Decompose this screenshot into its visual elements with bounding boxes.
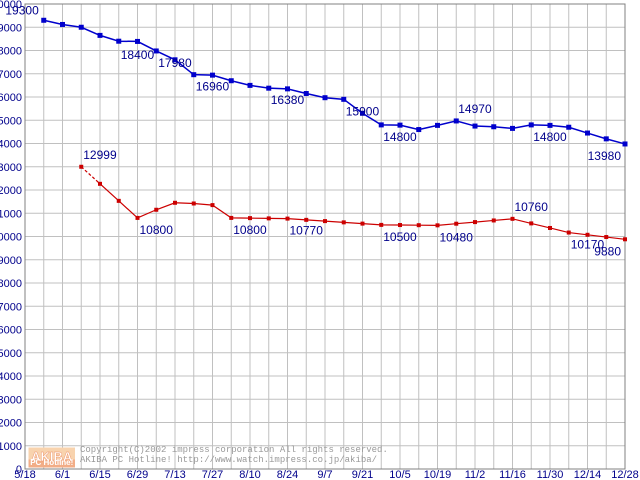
svg-text:10760: 10760 <box>515 200 549 214</box>
svg-text:9880: 9880 <box>594 244 621 258</box>
svg-text:19000: 19000 <box>0 22 22 34</box>
svg-text:6/1: 6/1 <box>55 469 70 480</box>
svg-text:12/28: 12/28 <box>611 469 639 480</box>
svg-text:9/7: 9/7 <box>317 469 332 480</box>
svg-text:8/24: 8/24 <box>277 469 298 480</box>
svg-text:Copyright(C)2002 impress corpo: Copyright(C)2002 impress corporation All… <box>80 445 388 455</box>
svg-text:18000: 18000 <box>0 46 22 58</box>
svg-text:14800: 14800 <box>533 130 567 144</box>
svg-text:PC Hotline!: PC Hotline! <box>30 458 73 467</box>
svg-text:14800: 14800 <box>383 130 417 144</box>
svg-text:1000: 1000 <box>0 441 22 453</box>
svg-text:7000: 7000 <box>0 301 22 313</box>
svg-text:5000: 5000 <box>0 348 22 360</box>
svg-text:9/21: 9/21 <box>352 469 373 480</box>
svg-text:10/5: 10/5 <box>389 469 410 480</box>
svg-text:9000: 9000 <box>0 255 22 267</box>
svg-text:6/29: 6/29 <box>127 469 148 480</box>
svg-text:13980: 13980 <box>588 149 622 163</box>
svg-text:11/2: 11/2 <box>465 469 486 480</box>
svg-text:5/18: 5/18 <box>14 469 35 480</box>
svg-text:10000: 10000 <box>0 232 22 244</box>
svg-text:3000: 3000 <box>0 394 22 406</box>
svg-text:16380: 16380 <box>271 93 305 107</box>
svg-text:12/14: 12/14 <box>574 469 602 480</box>
svg-text:7/13: 7/13 <box>164 469 185 480</box>
svg-text:17000: 17000 <box>0 69 22 81</box>
svg-text:17980: 17980 <box>158 56 192 70</box>
svg-text:14970: 14970 <box>458 102 492 116</box>
svg-text:6000: 6000 <box>0 325 22 337</box>
svg-text:10/19: 10/19 <box>424 469 452 480</box>
svg-text:12999: 12999 <box>83 148 117 162</box>
svg-text:18400: 18400 <box>121 48 155 62</box>
svg-text:19300: 19300 <box>5 3 39 17</box>
svg-text:4000: 4000 <box>0 371 22 383</box>
svg-text:12000: 12000 <box>0 185 22 197</box>
svg-text:10770: 10770 <box>290 224 324 238</box>
svg-text:16960: 16960 <box>196 80 230 94</box>
svg-text:AKIBA PC Hotline! http://www.: AKIBA PC Hotline! http://www.watch.impre… <box>80 455 377 465</box>
svg-text:11000: 11000 <box>0 208 22 220</box>
svg-text:10480: 10480 <box>440 230 474 244</box>
svg-text:11/30: 11/30 <box>537 469 564 480</box>
svg-text:13000: 13000 <box>0 162 22 174</box>
svg-text:10800: 10800 <box>140 223 174 237</box>
svg-text:16000: 16000 <box>0 92 22 104</box>
svg-text:8/10: 8/10 <box>239 469 260 480</box>
svg-text:10800: 10800 <box>233 223 267 237</box>
svg-text:14000: 14000 <box>0 139 22 151</box>
svg-text:2000: 2000 <box>0 418 22 430</box>
svg-text:8000: 8000 <box>0 278 22 290</box>
svg-text:15900: 15900 <box>346 104 380 118</box>
svg-text:6/15: 6/15 <box>89 469 110 480</box>
svg-text:11/16: 11/16 <box>499 469 526 480</box>
svg-text:15000: 15000 <box>0 115 22 127</box>
svg-text:7/27: 7/27 <box>202 469 223 480</box>
svg-text:10500: 10500 <box>383 230 417 244</box>
